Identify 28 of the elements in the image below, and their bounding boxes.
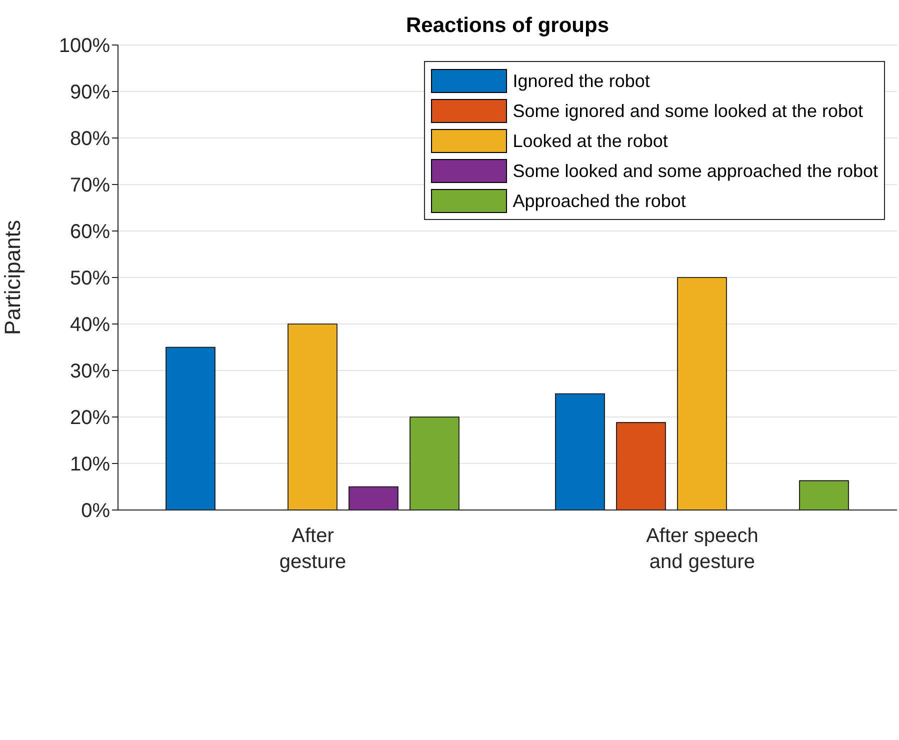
legend-label: Some looked and some approached the robot	[512, 160, 878, 182]
y-tick-label: 20%	[70, 407, 110, 430]
bar	[616, 422, 666, 510]
x-tick-label: After speech and gesture	[646, 525, 758, 573]
bar	[677, 277, 727, 510]
legend-label: Looked at the robot	[512, 130, 668, 152]
y-tick-label: 80%	[70, 128, 110, 150]
y-tick-label: 40%	[70, 314, 110, 336]
bar	[555, 393, 605, 510]
legend-label: Ignored the robot	[512, 70, 650, 92]
y-tick-label: 10%	[70, 454, 110, 476]
legend-label: Some ignored and some looked at the robot	[512, 100, 863, 122]
bar	[410, 416, 460, 510]
legend-label: Approached the robot	[512, 190, 686, 212]
bar	[799, 480, 849, 510]
y-tick-label: 70%	[70, 174, 110, 197]
y-tick-label: 60%	[70, 221, 110, 244]
chart-title: Reactions of groups	[404, 14, 610, 38]
y-tick-label: 0%	[81, 500, 110, 522]
bar	[288, 324, 338, 510]
y-tick-label: 30%	[70, 360, 110, 383]
bar	[166, 346, 216, 510]
y-tick-label: 50%	[70, 268, 110, 290]
y-tick-label: 100%	[58, 35, 110, 58]
y-tick-label: 90%	[70, 82, 110, 104]
x-tick-label: After gesture	[279, 525, 346, 573]
bar	[348, 486, 398, 510]
y-axis-title: Participants	[0, 220, 25, 335]
